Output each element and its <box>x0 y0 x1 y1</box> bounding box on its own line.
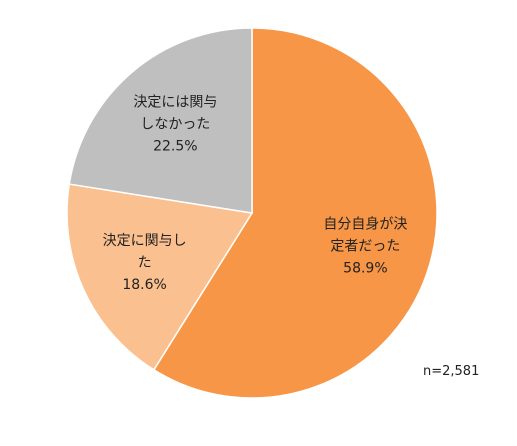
slice-category-label: しなかった <box>140 116 210 132</box>
slice-value-label: 58.9% <box>343 261 387 277</box>
pie-slice-3 <box>68 27 253 214</box>
slice-category-label: 自分自身が決 <box>323 217 407 233</box>
slice-category-label: 定者だった <box>330 239 400 255</box>
slice-category-label: た <box>138 255 152 271</box>
pie-slice-2 <box>66 183 254 371</box>
pie-slice-1 <box>152 27 438 399</box>
sample-size-note: n=2,581 <box>423 364 480 379</box>
slice-value-label: 22.5% <box>153 138 197 154</box>
slice-label-3: 決定には関与しなかった 22.5% <box>133 94 217 154</box>
slice-category-label: 決定には関与 <box>133 94 217 110</box>
slice-category-label: 決定に関与し <box>103 233 187 249</box>
slice-value-label: 18.6% <box>122 277 166 293</box>
slice-label-1: 自分自身が決定者だった 58.9% <box>323 217 407 277</box>
slice-label-2: 決定に関与した 18.6% <box>103 233 187 293</box>
